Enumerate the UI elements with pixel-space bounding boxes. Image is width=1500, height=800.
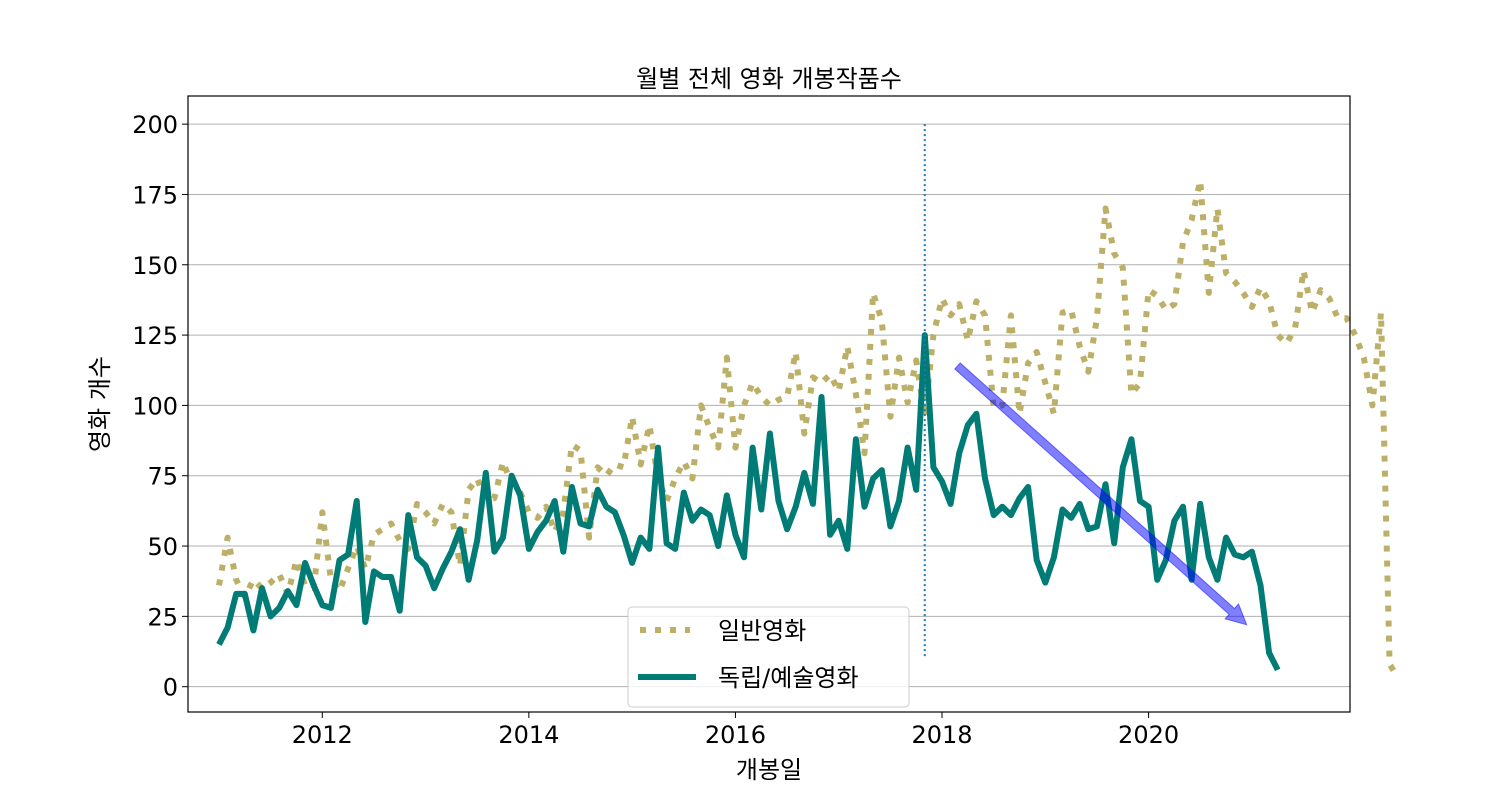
legend-label-general: 일반영화 (718, 617, 806, 645)
x-tick-label: 2014 (498, 721, 559, 749)
y-tick-label: 50 (147, 533, 178, 561)
annotations (923, 124, 1248, 659)
chart-title: 월별 전체 영화 개봉작품수 (636, 65, 902, 93)
x-axis-ticks: 2012 2014 2016 2018 2020 (292, 712, 1179, 749)
series-line-indie (216, 332, 1281, 672)
trend-arrow (954, 362, 1248, 626)
y-axis-ticks: 0 25 50 75 100 125 150 175 200 (132, 111, 188, 702)
x-tick-label: 2012 (292, 721, 353, 749)
y-tick-label: 75 (147, 463, 178, 491)
series-lines (216, 177, 1401, 680)
y-tick-label: 125 (132, 322, 178, 350)
legend-box (627, 606, 910, 708)
legend: 일반영화 독립/예술영화 (627, 606, 910, 708)
plot-frame (187, 95, 1351, 713)
y-tick-label: 150 (132, 252, 178, 280)
y-tick-label: 0 (163, 674, 178, 702)
y-tick-label: 100 (132, 392, 178, 420)
y-tick-label: 25 (147, 603, 178, 631)
x-tick-label: 2020 (1118, 721, 1179, 749)
x-tick-label: 2016 (705, 721, 766, 749)
y-tick-label: 175 (132, 181, 178, 209)
y-tick-label: 200 (132, 111, 178, 139)
x-axis-label: 개봉일 (736, 756, 802, 784)
gridlines (188, 123, 1350, 688)
y-axis-label: 영화 개수 (86, 356, 114, 452)
series-line-general (216, 177, 1401, 680)
x-tick-label: 2018 (911, 721, 972, 749)
legend-label-indie: 독립/예술영화 (718, 664, 859, 692)
